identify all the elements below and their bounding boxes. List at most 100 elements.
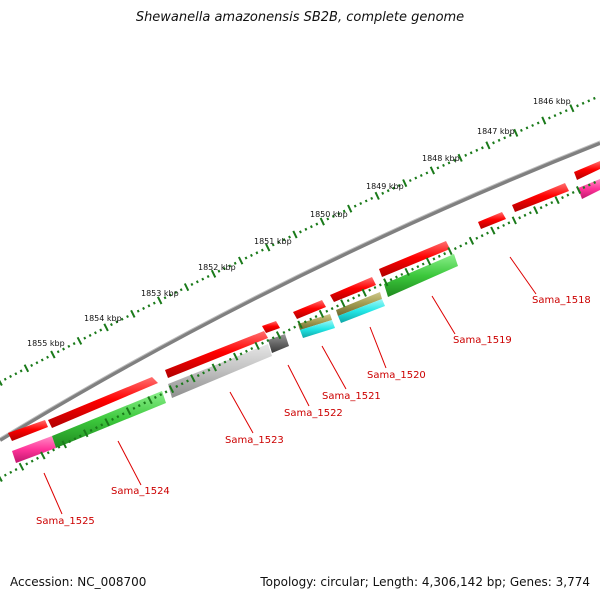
genome-backbone bbox=[0, 141, 600, 442]
gene-segment bbox=[52, 391, 166, 448]
ruler-minor-tick bbox=[206, 274, 210, 279]
ruler-minor-tick bbox=[518, 216, 522, 220]
ruler-minor-tick bbox=[437, 254, 441, 258]
ruler-minor-tick bbox=[30, 363, 34, 367]
ruler-minor-tick bbox=[368, 288, 372, 292]
ruler-minor-tick bbox=[421, 262, 425, 266]
ruler-minor-tick bbox=[370, 196, 374, 200]
ruler-minor-tick bbox=[52, 448, 55, 452]
ruler-minor-tick bbox=[233, 261, 237, 265]
gene-segment bbox=[478, 212, 506, 229]
ruler-minor-tick bbox=[57, 445, 61, 449]
ruler-minor-tick bbox=[357, 293, 361, 297]
gene-label-leaders bbox=[43, 256, 537, 515]
ruler-minor-tick bbox=[582, 185, 586, 190]
ruler-major-tick bbox=[513, 128, 519, 137]
ruler-minor-tick bbox=[587, 183, 591, 187]
gene-segment bbox=[578, 179, 600, 199]
ruler-minor-tick bbox=[459, 244, 463, 248]
ruler-minor-tick bbox=[99, 328, 103, 332]
ruler-minor-tick bbox=[30, 459, 34, 463]
ruler-minor-tick bbox=[553, 114, 557, 118]
ruler-minor-tick bbox=[68, 440, 72, 444]
ruler-minor-tick bbox=[293, 325, 297, 329]
ruler-minor-tick bbox=[110, 323, 113, 327]
ruler-major-tick bbox=[168, 385, 175, 394]
ruler-minor-tick bbox=[453, 158, 457, 162]
ruler-major-tick bbox=[233, 352, 239, 361]
ruler-major-tick bbox=[83, 429, 89, 438]
ruler-minor-tick bbox=[414, 176, 418, 180]
ruler-minor-tick bbox=[359, 201, 363, 206]
ruler-minor-tick bbox=[115, 320, 119, 324]
ruler-major-tick bbox=[211, 363, 217, 372]
ruler-minor-tick bbox=[411, 267, 414, 271]
ruler-major-tick bbox=[0, 379, 3, 386]
ruler-minor-tick bbox=[304, 227, 308, 231]
ruler-minor-tick bbox=[100, 423, 104, 427]
ruler-minor-tick bbox=[245, 349, 248, 353]
ruler-minor-tick bbox=[436, 166, 440, 170]
ruler-label-1853: 1853 kbp bbox=[141, 289, 179, 298]
ruler-minor-tick bbox=[222, 267, 226, 271]
ruler-minor-tick bbox=[175, 384, 179, 388]
ruler-minor-tick bbox=[352, 296, 355, 300]
ruler-minor-tick bbox=[40, 358, 44, 362]
ruler-minor-tick bbox=[331, 214, 335, 218]
ruler-major-tick bbox=[183, 283, 190, 292]
gene-segment bbox=[168, 344, 272, 398]
ruler-minor-tick bbox=[120, 317, 124, 321]
gene-label-sama-1519: Sama_1519 bbox=[453, 335, 512, 346]
ruler-minor-tick bbox=[260, 248, 264, 252]
ruler-minor-tick bbox=[36, 456, 39, 460]
ruler-minor-tick bbox=[3, 377, 7, 381]
ruler-minor-tick bbox=[116, 415, 120, 419]
ruler-minor-tick bbox=[408, 179, 412, 183]
ruler-minor-tick bbox=[287, 328, 291, 332]
ruler-minor-tick bbox=[169, 293, 172, 297]
ruler-minor-tick bbox=[326, 217, 330, 221]
ruler-minor-tick bbox=[464, 153, 468, 157]
gene-segment bbox=[48, 377, 158, 428]
ruler-minor-tick bbox=[475, 148, 479, 152]
ruler-minor-tick bbox=[400, 272, 404, 276]
ruler-minor-tick bbox=[271, 336, 275, 340]
ruler-minor-tick bbox=[223, 360, 227, 364]
ruler-minor-tick bbox=[196, 374, 200, 378]
ruler-major-tick bbox=[468, 236, 475, 245]
ruler-minor-tick bbox=[523, 213, 527, 217]
ruler-minor-tick bbox=[282, 238, 286, 242]
ruler-major-tick bbox=[61, 440, 67, 449]
ruler-major-tick bbox=[18, 462, 25, 471]
ruler-major-tick bbox=[265, 243, 271, 252]
gene-label-sama-1520: Sama_1520 bbox=[367, 370, 426, 381]
ruler-minor-tick bbox=[46, 451, 50, 455]
ruler-minor-tick bbox=[508, 133, 512, 137]
ruler-major-tick bbox=[425, 257, 432, 266]
ruler-minor-tick bbox=[195, 280, 199, 284]
ruler-minor-tick bbox=[519, 128, 523, 132]
gene-segment bbox=[300, 320, 335, 338]
ruler-minor-tick bbox=[207, 368, 211, 372]
gene-segment bbox=[574, 161, 600, 180]
ruler-major-tick bbox=[50, 350, 56, 359]
ruler-minor-tick bbox=[89, 428, 93, 432]
ruler-major-tick bbox=[40, 451, 46, 460]
ruler-major-tick bbox=[340, 299, 346, 308]
ruler-label-1854: 1854 kbp bbox=[84, 314, 122, 323]
gene-segment bbox=[512, 183, 569, 212]
ruler-minor-tick bbox=[14, 468, 18, 472]
ruler-minor-tick bbox=[250, 253, 253, 257]
ruler-minor-tick bbox=[539, 206, 543, 210]
ruler-minor-tick bbox=[503, 136, 507, 140]
ruler-major-tick bbox=[402, 179, 408, 188]
ruler-minor-tick bbox=[9, 470, 13, 474]
ruler-major-tick bbox=[361, 288, 367, 297]
ruler-minor-tick bbox=[309, 225, 313, 229]
ruler-minor-tick bbox=[202, 371, 205, 375]
ruler-minor-tick bbox=[201, 277, 205, 281]
ruler-minor-tick bbox=[571, 190, 575, 195]
ruler-major-tick bbox=[104, 418, 110, 427]
ruler-minor-tick bbox=[3, 473, 7, 477]
ruler-minor-tick bbox=[95, 426, 98, 430]
